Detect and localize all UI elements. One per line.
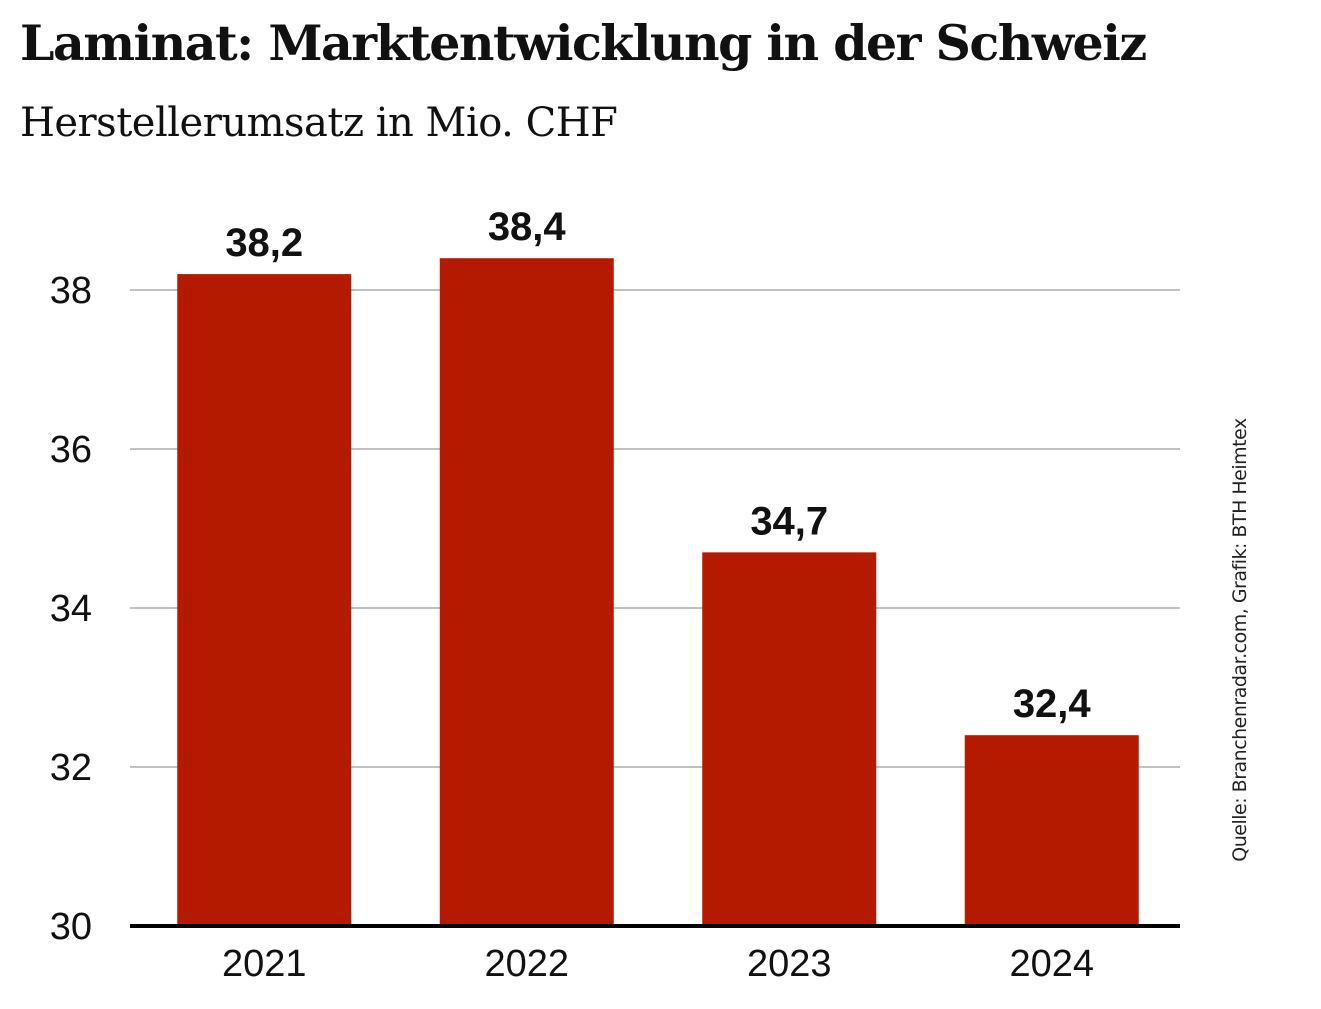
data-labels: 38,2 38,4 34,7 32,4 — [225, 205, 1091, 726]
bar-2023 — [702, 552, 877, 926]
bars — [177, 258, 1139, 927]
y-tick-label: 36 — [50, 429, 92, 471]
x-tick-label: 2023 — [747, 943, 832, 985]
source-note: Quelle: Branchenradar.com, Grafik: BTH H… — [1229, 418, 1251, 862]
data-label: 32,4 — [1013, 682, 1092, 726]
x-tick-label: 2021 — [222, 943, 307, 985]
y-tick-label: 34 — [50, 588, 92, 630]
data-label: 34,7 — [750, 499, 828, 543]
bar-2021 — [177, 274, 352, 927]
chart-title: Laminat: Marktentwicklung in der Schweiz — [20, 14, 1147, 72]
y-tick-label: 38 — [50, 270, 92, 312]
y-tick-label: 32 — [50, 747, 92, 789]
chart-subtitle: Herstellerumsatz in Mio. CHF — [20, 100, 618, 146]
x-axis-ticks: 2021 2022 2023 2024 — [222, 943, 1094, 985]
y-axis-ticks: 30 32 34 36 38 — [50, 270, 92, 948]
data-label: 38,4 — [488, 205, 567, 249]
x-tick-label: 2024 — [1009, 943, 1094, 985]
x-tick-label: 2022 — [484, 943, 569, 985]
bar-2022 — [439, 258, 614, 926]
data-label: 38,2 — [225, 221, 303, 265]
y-tick-label: 30 — [50, 906, 92, 948]
bar-2024 — [964, 735, 1139, 926]
